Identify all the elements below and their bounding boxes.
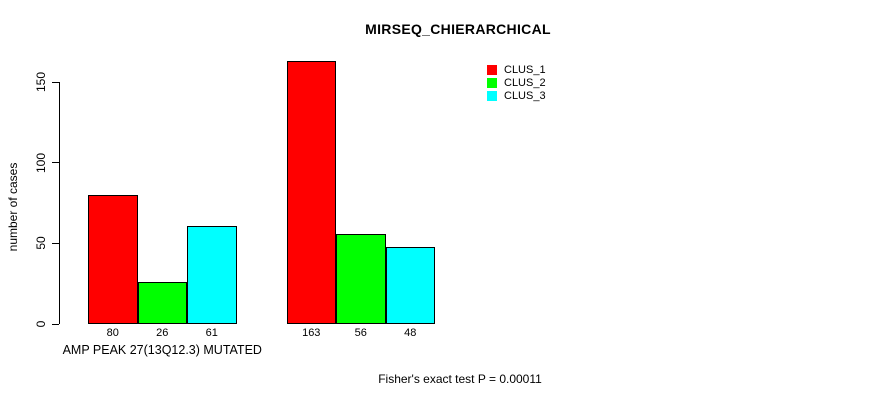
- y-tick-label: 100: [34, 152, 48, 173]
- y-tick-label: 0: [34, 320, 48, 328]
- legend-label: CLUS_3: [504, 89, 546, 102]
- bar-clus_3-group-1: [187, 225, 237, 324]
- y-tick-mark: [52, 323, 59, 325]
- legend-swatch-icon: [487, 77, 497, 88]
- bar-value-label: 61: [205, 327, 218, 339]
- y-axis: [59, 82, 60, 324]
- bar-value-label: 48: [404, 327, 417, 339]
- legend: CLUS_1 CLUS_2 CLUS_3: [487, 63, 546, 102]
- legend-label: CLUS_2: [504, 76, 546, 89]
- bar-value-label: 80: [106, 327, 119, 339]
- legend-label: CLUS_1: [504, 63, 546, 76]
- bar-value-label: 163: [302, 327, 321, 339]
- chart-title: MIRSEQ_CHIERARCHICAL: [365, 21, 551, 37]
- y-tick-label: 150: [34, 71, 48, 93]
- y-tick-mark: [52, 162, 59, 164]
- legend-item-clus_1: CLUS_1: [487, 63, 546, 76]
- x-category-label: AMP PEAK 27(13Q12.3) MUTATED: [62, 343, 262, 357]
- legend-swatch-icon: [487, 90, 497, 101]
- bar-value-label: 26: [156, 327, 169, 339]
- bar-clus_2-group-1: [137, 282, 187, 324]
- y-tick-label: 50: [34, 236, 48, 251]
- fisher-test-annotation: Fisher's exact test P = 0.00011: [378, 372, 542, 386]
- legend-item-clus_3: CLUS_3: [487, 89, 546, 102]
- bar-clus_3-group-2: [385, 246, 435, 324]
- bar-clus_1-group-1: [88, 194, 138, 324]
- y-tick-mark: [52, 81, 59, 83]
- y-tick-mark: [52, 242, 59, 244]
- y-axis-label: number of cases: [6, 162, 20, 252]
- legend-item-clus_2: CLUS_2: [487, 76, 546, 89]
- bar-value-label: 56: [354, 327, 367, 339]
- bar-clus_2-group-2: [336, 233, 386, 324]
- legend-swatch-icon: [487, 64, 497, 75]
- bar-clus_1-group-2: [286, 61, 336, 324]
